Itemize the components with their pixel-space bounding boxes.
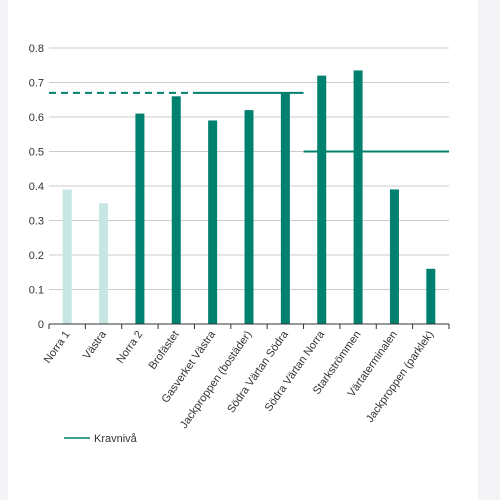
y-tick-label: 0.5 bbox=[29, 147, 44, 159]
x-category-label: Jackproppen (bostäder) bbox=[178, 329, 254, 431]
x-axis bbox=[48, 323, 450, 329]
bar-5 bbox=[208, 120, 218, 324]
x-category-label: Norra 1 bbox=[42, 329, 73, 366]
bar-10 bbox=[389, 189, 399, 324]
bar-4 bbox=[171, 96, 181, 324]
y-tick-label: 0.8 bbox=[29, 43, 44, 55]
bar-2 bbox=[99, 203, 109, 324]
y-tick-label: 0 bbox=[38, 319, 44, 331]
y-tick-label: 0.7 bbox=[29, 78, 44, 90]
bar-7 bbox=[280, 92, 290, 324]
x-category-label: Jackproppen (parklek) bbox=[364, 329, 436, 425]
bars bbox=[62, 70, 436, 324]
y-tick-label: 0.1 bbox=[29, 285, 44, 297]
bar-chart: 0 0.1 0.2 0.3 0.4 0.5 0.6 0.7 0.8 Norra 1 Västra N… bbox=[29, 43, 450, 445]
requirement-lines bbox=[49, 91, 449, 153]
bar-3 bbox=[135, 113, 145, 324]
legend-label-requirement: Kravnivå bbox=[94, 433, 138, 445]
bar-1 bbox=[62, 189, 72, 324]
y-tick-label: 0.2 bbox=[29, 250, 44, 262]
x-category-label: Brofästet bbox=[147, 329, 182, 372]
x-category-label: Norra 2 bbox=[114, 329, 145, 366]
bar-9 bbox=[353, 70, 363, 324]
bar-11 bbox=[426, 268, 436, 324]
y-axis-ticks: 0 0.1 0.2 0.3 0.4 0.5 0.6 0.7 0.8 bbox=[29, 43, 44, 331]
y-tick-label: 0.4 bbox=[29, 181, 44, 193]
legend: Kravnivå bbox=[64, 433, 138, 445]
y-tick-label: 0.6 bbox=[29, 112, 44, 124]
x-category-label: Västra bbox=[81, 328, 110, 362]
y-tick-label: 0.3 bbox=[29, 216, 44, 228]
chart-card: 0 0.1 0.2 0.3 0.4 0.5 0.6 0.7 0.8 Norra 1 Västra N… bbox=[8, 0, 478, 500]
bar-6 bbox=[244, 110, 254, 324]
bar-8 bbox=[317, 75, 327, 324]
